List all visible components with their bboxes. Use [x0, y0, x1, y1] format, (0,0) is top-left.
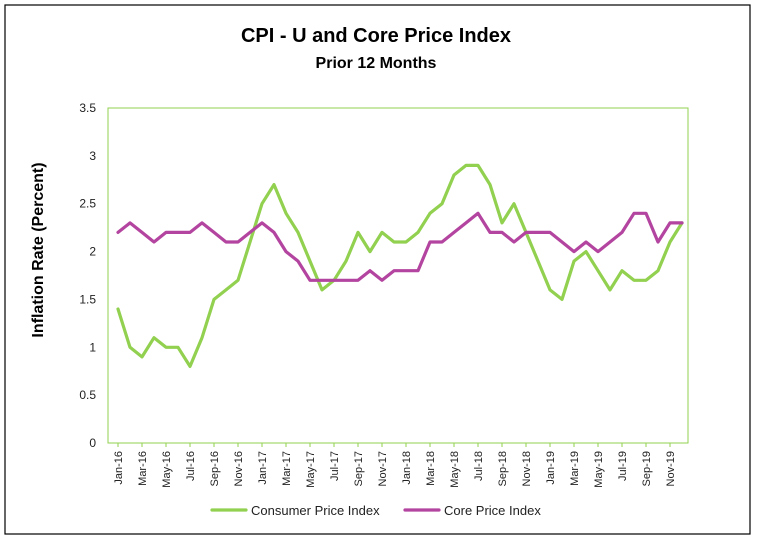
y-tick-label: 0	[89, 436, 96, 450]
x-tick-label: Nov-18	[521, 451, 533, 486]
series-line-consumer-price-index	[116, 163, 684, 368]
x-axis-ticks: Jan-16 Mar-16 May-16 Jul-16 Sep-16 Nov-16 Jan-…	[113, 443, 677, 488]
x-tick-label: Jan-16	[113, 451, 125, 485]
legend-label: Core Price Index	[444, 503, 541, 518]
y-tick-label: 0.5	[79, 388, 96, 402]
chart-subtitle: Prior 12 Months	[316, 55, 437, 72]
series-line-core-price-index	[116, 211, 684, 282]
y-tick-label: 1	[89, 340, 96, 354]
y-axis-label: Inflation Rate (Percent)	[30, 162, 47, 337]
y-tick-label: 2.5	[79, 197, 96, 211]
x-tick-label: Sep-18	[497, 451, 509, 486]
x-tick-label: May-17	[305, 451, 317, 488]
x-tick-label: Jan-19	[545, 451, 557, 485]
x-tick-label: Sep-19	[641, 451, 653, 486]
x-tick-label: May-19	[593, 451, 605, 488]
x-tick-label: Nov-16	[233, 451, 245, 486]
chart-title: CPI - U and Core Price Index	[241, 25, 511, 47]
x-tick-label: Nov-19	[665, 451, 677, 486]
y-tick-label: 3	[89, 149, 96, 163]
x-tick-label: Sep-17	[353, 451, 365, 486]
plot-area	[107, 107, 689, 444]
y-axis-ticks: 0 0.5 1 1.5 2 2.5 3 3.5	[79, 101, 96, 450]
x-tick-label: Jul-17	[329, 451, 341, 481]
y-tick-label: 3.5	[79, 101, 96, 115]
x-tick-label: Mar-16	[137, 451, 149, 486]
y-tick-label: 2	[89, 245, 96, 259]
x-tick-label: Mar-18	[425, 451, 437, 486]
chart-frame	[4, 4, 751, 535]
x-tick-label: Jul-18	[473, 451, 485, 481]
x-tick-label: Mar-19	[569, 451, 581, 486]
x-tick-label: May-18	[449, 451, 461, 488]
x-tick-label: Nov-17	[377, 451, 389, 486]
x-tick-label: Mar-17	[281, 451, 293, 486]
legend: Consumer Price Index Core Price Index	[210, 503, 541, 518]
x-tick-label: Jan-17	[257, 451, 269, 485]
x-tick-label: May-16	[161, 451, 173, 488]
series-layer	[116, 163, 684, 368]
x-tick-label: Jan-18	[401, 451, 413, 485]
y-tick-label: 1.5	[79, 292, 96, 306]
x-tick-label: Jul-19	[617, 451, 629, 481]
x-tick-label: Sep-16	[209, 451, 221, 486]
x-tick-label: Jul-16	[185, 451, 197, 481]
legend-label: Consumer Price Index	[251, 503, 380, 518]
